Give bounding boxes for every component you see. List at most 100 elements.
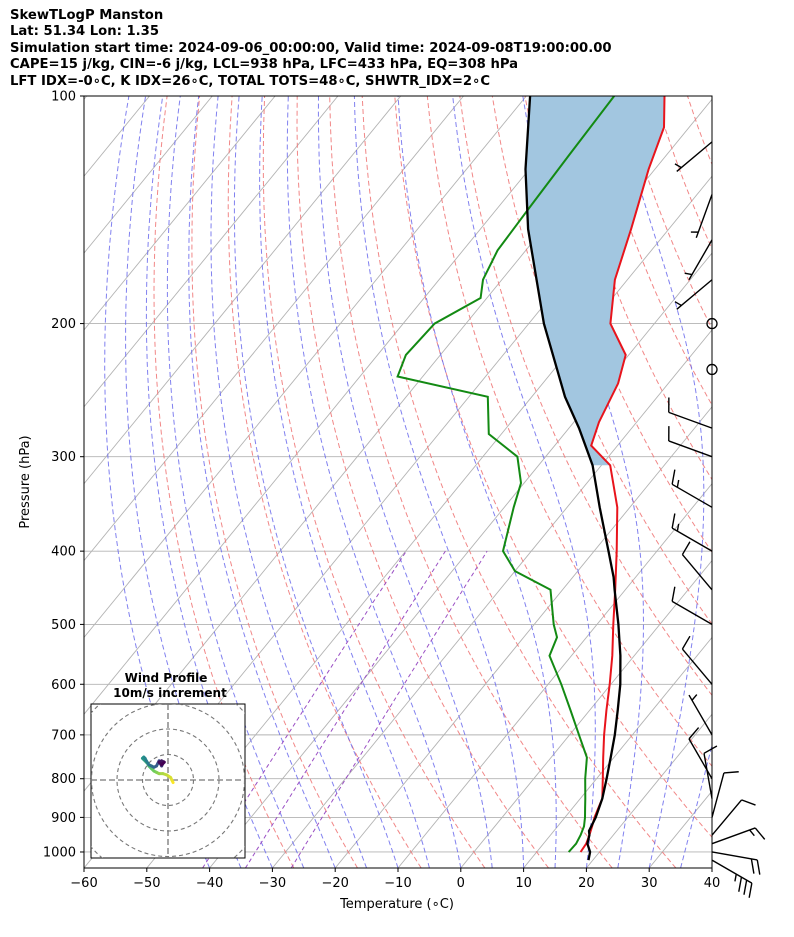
- barb-flag: [703, 745, 718, 754]
- calm-wind-circle: [706, 363, 718, 376]
- x-tick-label: −50: [133, 876, 160, 891]
- y-tick-label: 800: [51, 772, 76, 787]
- wind-barb: [706, 317, 718, 330]
- x-tick-label: 40: [704, 876, 721, 891]
- hodograph: Wind Profile 10m/s increment: [90, 671, 246, 859]
- barb-staff: [681, 648, 713, 685]
- moist-adiabat: [397, 96, 557, 868]
- dry-adiabat: [394, 96, 712, 838]
- wind-barb: [711, 859, 753, 898]
- dry-adiabat: [262, 96, 486, 868]
- dry-adiabat: [329, 96, 613, 868]
- hodograph-title: Wind Profile: [125, 671, 208, 685]
- dry-adiabat: [296, 96, 549, 868]
- barb-staff: [671, 600, 713, 626]
- isotherm-line: [84, 96, 527, 639]
- stability-params-text: CAPE=15 j/kg, CIN=-6 j/kg, LCL=938 hPa, …: [10, 57, 519, 73]
- moist-adiabat: [317, 96, 493, 868]
- dry-adiabat: [720, 96, 794, 868]
- cape-area: [525, 96, 665, 466]
- mixing-ratio-line: [244, 550, 446, 868]
- isotherm-line: [272, 329, 712, 868]
- barb-staff: [688, 738, 713, 780]
- barb-half-flag: [734, 873, 737, 882]
- barb-staff: [676, 279, 713, 310]
- barb-half-flag: [676, 479, 680, 488]
- wind-barb: [688, 694, 713, 736]
- barb-staff: [671, 483, 713, 508]
- barb-staff: [668, 440, 713, 458]
- index-params-text: LFT IDX=-0∘C, K IDX=26∘C, TOTAL TOTS=48∘…: [10, 73, 491, 89]
- isotherm-line: [523, 636, 712, 868]
- moist-adiabat: [145, 96, 273, 868]
- barb-flag: [688, 727, 700, 740]
- barb-staff: [695, 194, 713, 238]
- wind-barb: [671, 513, 713, 552]
- moist-adiabat: [166, 96, 305, 868]
- wind-barb: [681, 635, 713, 685]
- isotherm-line: [334, 406, 712, 868]
- dry-adiabat: [227, 96, 422, 868]
- dry-adiabat: [191, 96, 358, 868]
- parcel-profile-line: [524, 96, 622, 861]
- barb-staff: [703, 753, 713, 799]
- barb-flag: [681, 541, 691, 555]
- axis-layer: −60 −50 −40 −30 −20 −10 0 10 20 30 40 100 200 300 400 5…: [43, 90, 720, 892]
- x-axis-label: Temperature (∘C): [339, 897, 454, 912]
- barb-half-flag: [684, 272, 693, 276]
- data-layer: [396, 96, 666, 861]
- calm-wind-circle: [706, 317, 718, 330]
- wind-barb: [711, 799, 756, 836]
- isotherm-line: [711, 867, 712, 868]
- barb-flag: [750, 858, 755, 874]
- moist-adiabat: [614, 96, 705, 868]
- barb-half-flag: [674, 301, 682, 307]
- y-tick-label: 300: [51, 450, 76, 465]
- dry-adiabat: [785, 96, 794, 868]
- moist-adiabat: [233, 96, 399, 868]
- barb-flag: [743, 879, 748, 895]
- simulation-times-text: Simulation start time: 2024-09-06_00:00:…: [10, 40, 612, 56]
- x-tick-label: −20: [321, 876, 348, 891]
- barb-staff: [711, 859, 753, 884]
- moist-adiabat: [711, 866, 712, 868]
- y-tick-label: 1000: [43, 845, 76, 860]
- wind-barb: [684, 239, 713, 281]
- isotherm-line: [460, 559, 712, 868]
- location-text: Lat: 51.34 Lon: 1.35: [10, 24, 160, 40]
- chart-title: SkewTLogP Manston: [10, 8, 164, 23]
- barb-flag: [756, 859, 761, 875]
- dry-adiabat: [361, 96, 677, 868]
- wind-barb: [668, 397, 713, 429]
- moist-adiabat: [286, 96, 462, 868]
- dry-adiabat: [524, 96, 712, 554]
- moist-adiabat: [210, 96, 368, 868]
- dry-adiabat: [153, 96, 295, 868]
- wind-barb: [703, 745, 718, 799]
- wind-barbs: [668, 141, 766, 898]
- y-tick-label: 700: [51, 728, 76, 743]
- x-tick-label: −30: [259, 876, 286, 891]
- moist-adiabat: [522, 96, 644, 868]
- y-tick-label: 100: [51, 90, 76, 105]
- wind-barb: [711, 827, 766, 845]
- barb-flag: [738, 876, 743, 892]
- barb-staff: [711, 827, 756, 845]
- x-tick-label: 20: [578, 876, 595, 891]
- barb-flag: [754, 827, 766, 840]
- x-tick-label: −40: [196, 876, 223, 891]
- hodograph-segment: [160, 760, 166, 767]
- isotherm-line: [84, 96, 276, 331]
- dry-adiabat: [687, 96, 712, 166]
- wind-barb: [671, 586, 713, 626]
- isotherm-line: [648, 790, 712, 868]
- barb-half-flag: [674, 163, 682, 169]
- dry-adiabat: [426, 96, 712, 767]
- barb-half-flag: [691, 694, 698, 701]
- wind-barb: [674, 279, 713, 310]
- wind-barb: [711, 771, 739, 818]
- isotherm-line: [586, 713, 712, 868]
- isotherm-line: [84, 96, 464, 562]
- barb-flag: [671, 469, 676, 485]
